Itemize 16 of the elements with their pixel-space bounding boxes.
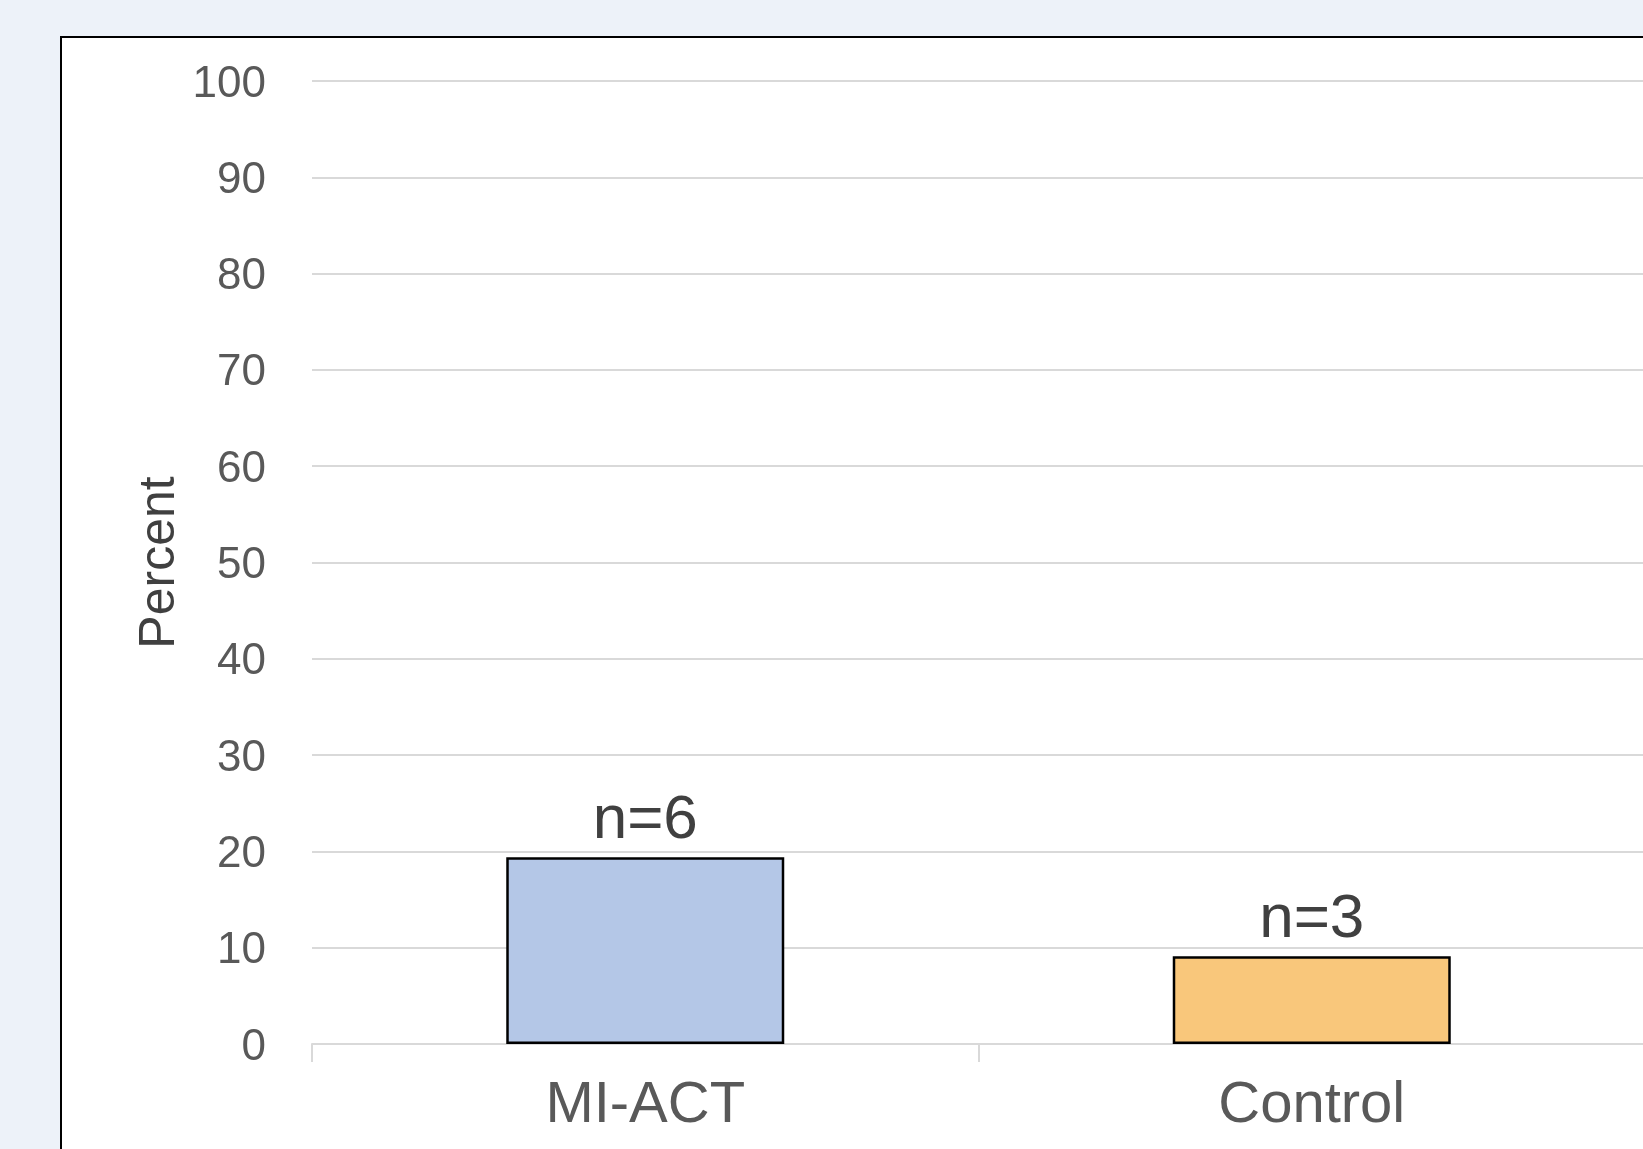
x-tick-label: MI-ACT	[545, 1068, 746, 1134]
y-tick-label: 70	[217, 345, 266, 395]
y-tick-label: 30	[217, 730, 266, 780]
y-tick-label: 80	[217, 249, 266, 299]
x-tick-label: Control	[1218, 1068, 1406, 1134]
y-axis-title: Percent	[128, 476, 185, 649]
y-tick-label: 0	[241, 1019, 266, 1069]
y-tick-label: 20	[217, 826, 266, 876]
y-tick-label: 50	[217, 538, 266, 587]
annotation: n=6	[592, 781, 698, 851]
y-tick-label: 40	[217, 634, 266, 684]
y-tick-label: 100	[192, 56, 266, 106]
y-tick-label: 60	[217, 441, 266, 491]
y-tick-label: 90	[217, 152, 266, 202]
y-tick-label: 10	[217, 923, 266, 973]
annotation: n=3	[1259, 880, 1365, 950]
